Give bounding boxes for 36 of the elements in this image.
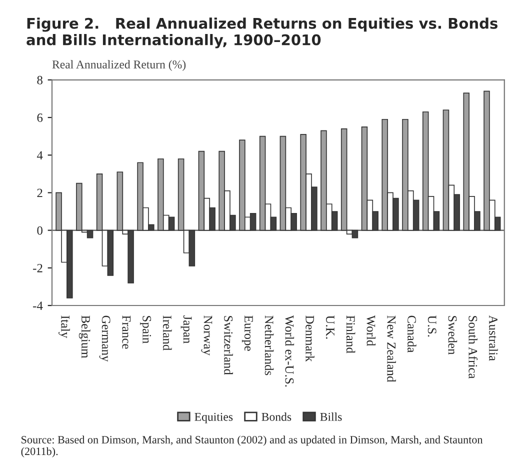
source-note: Source: Based on Dimson, Marsh, and Staunton (2002) and as updated in Dimson, Marsh, and Staunton (2011b). (21, 436, 483, 458)
legend-label: Bills (320, 412, 342, 421)
y-tick-label: -4 (33, 302, 43, 310)
x-tick-label: South Africa (468, 316, 478, 379)
y-tick-label: 6 (37, 114, 43, 122)
x-tick-label: Canada (408, 316, 416, 353)
x-tick-label: Denmark (306, 316, 314, 362)
x-tick-label: Switzerland (224, 316, 233, 375)
bar (116, 172, 124, 231)
y-tick-label: 2 (37, 188, 42, 198)
y-tick-label: 8 (37, 76, 42, 84)
x-tick-label: Netherlands (264, 316, 274, 376)
x-tick-label: Spain (140, 316, 152, 344)
x-tick-label: U.K. (326, 315, 334, 339)
x-tick-label: Finland (346, 316, 356, 354)
x-tick-label: France (122, 316, 131, 349)
x-tick-label: Europe (242, 316, 253, 351)
x-tick-label: Italy (58, 316, 70, 338)
x-tick-label: Japan (180, 315, 192, 344)
x-tick-label: Ireland (162, 316, 172, 350)
legend-label: Bonds (262, 412, 292, 421)
chart-title: Figure 2. Real Annualized Returns on Equities vs. Bonds and Bills Internationally, 1900–2010 (26, 18, 498, 48)
y-axis-title: Real Annualized Return (%) (52, 60, 186, 71)
x-tick-label: Germany (99, 316, 110, 362)
x-tick-label: New Zealand (387, 316, 396, 382)
x-tick-label: U.S. (428, 315, 436, 337)
y-tick-label: -2 (33, 264, 42, 272)
x-tick-label: Belgium (78, 316, 90, 358)
x-tick-label: World (366, 315, 376, 346)
y-tick-label: 0 (37, 226, 42, 235)
x-tick-label: World ex-U.S. (285, 315, 294, 387)
x-tick-label: Norway (201, 316, 212, 356)
legend-label: Equities (194, 412, 233, 424)
x-tick-label: Sweden (448, 316, 458, 355)
x-tick-label: Australia (489, 315, 498, 361)
y-tick-label: 4 (36, 151, 43, 160)
